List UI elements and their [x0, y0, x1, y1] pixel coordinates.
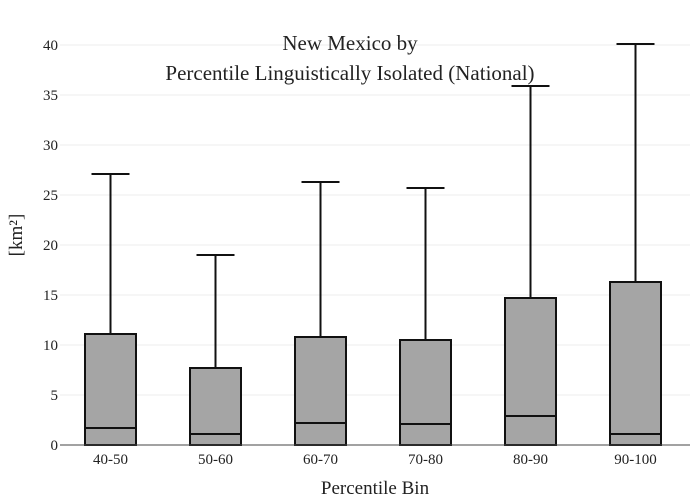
- y-tick-label: 40: [43, 38, 58, 54]
- y-tick-label: 10: [43, 338, 58, 354]
- x-axis-title: Percentile Bin: [321, 478, 430, 499]
- y-tick-label: 20: [43, 238, 58, 254]
- box: [504, 297, 557, 446]
- box: [399, 339, 452, 446]
- boxes: [84, 43, 662, 446]
- box: [294, 336, 347, 446]
- y-tick-label: 30: [43, 138, 58, 154]
- y-tick-label: 35: [43, 88, 58, 104]
- box-plot-70-80: [399, 187, 452, 446]
- gridlines: [60, 44, 690, 396]
- x-tick-label: 60-70: [303, 452, 338, 468]
- chart-title-line-1: New Mexico by: [282, 31, 418, 55]
- x-tick-label: 70-80: [408, 452, 443, 468]
- y-axis-title: [km²]: [6, 214, 27, 257]
- y-tick-label: 15: [43, 288, 58, 304]
- box-plot-40-50: [84, 173, 137, 446]
- box-plot-90-100: [609, 43, 662, 446]
- x-tick-label: 90-100: [614, 452, 657, 468]
- y-tick-label: 5: [51, 388, 59, 404]
- box-plot-50-60: [189, 254, 242, 446]
- chart-title-line-2: Percentile Linguistically Isolated (Nati…: [165, 61, 534, 85]
- box-plot-80-90: [504, 85, 557, 446]
- box-plot-60-70: [294, 181, 347, 446]
- y-tick-labels: 0 5 10 15 20 25 30 35 40: [43, 38, 58, 454]
- x-tick-label: 50-60: [198, 452, 233, 468]
- x-tick-label: 40-50: [93, 452, 128, 468]
- y-tick-label: 25: [43, 188, 58, 204]
- box: [84, 333, 137, 446]
- box: [609, 281, 662, 446]
- x-tick-labels: 40-50 50-60 60-70 70-80 80-90 90-100: [93, 452, 657, 468]
- x-tick-label: 80-90: [513, 452, 548, 468]
- y-tick-label: 0: [51, 438, 59, 454]
